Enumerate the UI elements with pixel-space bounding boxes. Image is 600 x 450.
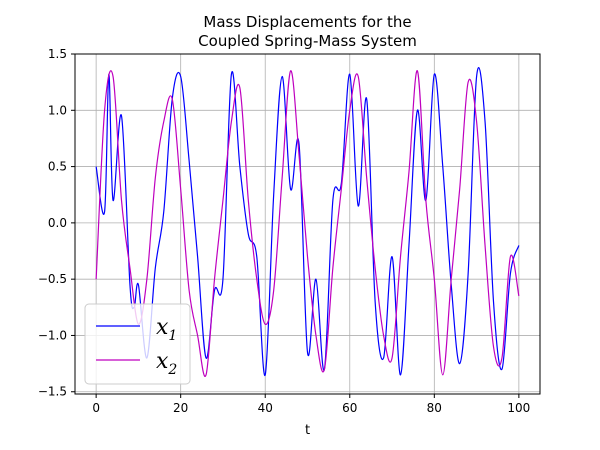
- legend-label-x2-sub: 2: [167, 362, 177, 378]
- legend-label-x2-base: x: [156, 349, 169, 374]
- series-line-x1: [95, 67, 520, 376]
- x-axis-label: t: [305, 423, 310, 438]
- series: [95, 67, 520, 378]
- x-tick-label: 0: [92, 401, 100, 415]
- chart-title-line-2: Coupled Spring-Mass System: [198, 32, 417, 50]
- y-tick-label: 0.0: [48, 216, 67, 230]
- legend-label-x1-base: x: [156, 315, 169, 340]
- chart-title-line-1: Mass Displacements for the: [203, 13, 411, 31]
- x-tick-label: 40: [258, 401, 273, 415]
- legend-box: [84, 303, 191, 385]
- legend-label-x1: x1: [156, 315, 177, 344]
- y-tick-label: 1.5: [48, 47, 67, 61]
- y-tick-label: 1.0: [48, 103, 67, 117]
- legend-label-x2: x2: [156, 349, 177, 378]
- x-tick-label: 60: [342, 401, 357, 415]
- plot-frame: [74, 53, 541, 395]
- y-tick-label: 0.5: [48, 160, 67, 174]
- y-tick-label: −1.5: [38, 385, 67, 399]
- axis-ticks: 0 20 40 60 80 100 −1.5 −1.0 −0.5 0.0 0.5 1.0 1.5: [38, 47, 530, 415]
- legend: x1 x2: [84, 303, 191, 385]
- x-tick-label: 80: [427, 401, 442, 415]
- legend-label-x1-sub: 1: [168, 328, 177, 344]
- series-line-x2: [95, 70, 520, 378]
- x-tick-label: 100: [507, 401, 530, 415]
- y-tick-label: −0.5: [38, 272, 67, 286]
- x-tick-label: 20: [173, 401, 188, 415]
- y-tick-label: −1.0: [38, 328, 67, 342]
